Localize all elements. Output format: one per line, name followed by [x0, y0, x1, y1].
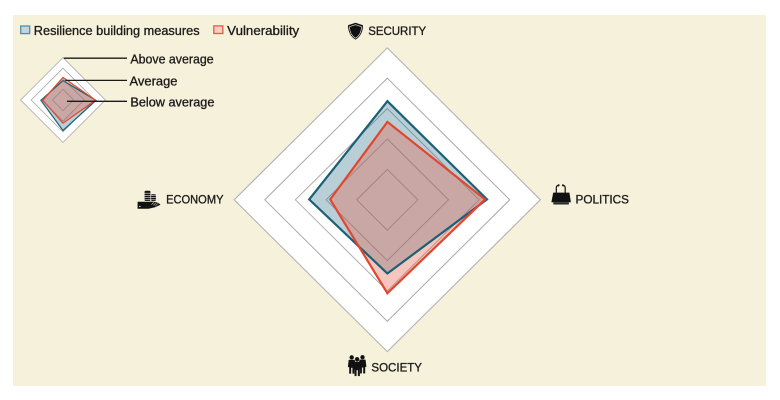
svg-text:POLITICS: POLITICS [576, 192, 630, 206]
svg-text:Below average: Below average [130, 96, 214, 110]
svg-text:Vulnerability: Vulnerability [227, 24, 300, 38]
svg-text:Average: Average [130, 74, 178, 88]
svg-text:SOCIETY: SOCIETY [371, 360, 422, 374]
svg-text:SECURITY: SECURITY [368, 24, 426, 38]
svg-text:Resilience building measures: Resilience building measures [34, 24, 200, 38]
svg-text:Above average: Above average [130, 53, 213, 67]
svg-text:ECONOMY: ECONOMY [166, 193, 223, 207]
